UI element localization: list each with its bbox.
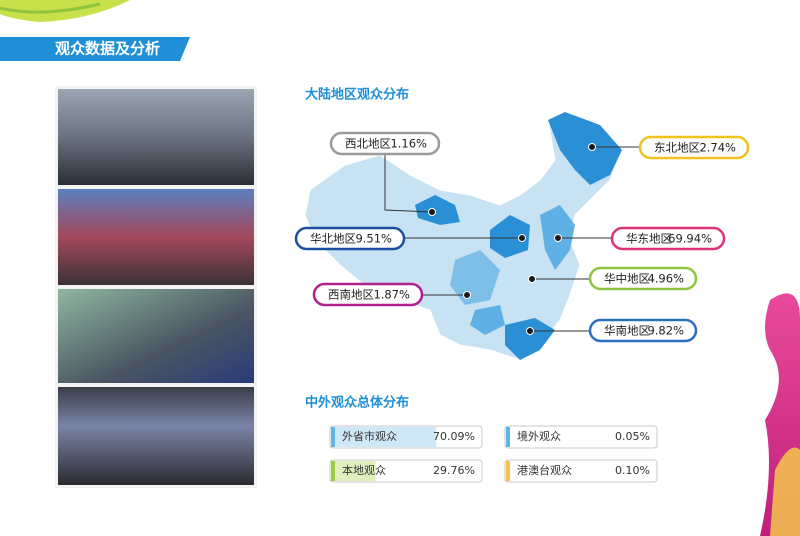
region-name: 西北地区	[345, 137, 391, 151]
splash-decoration	[770, 447, 800, 536]
item-value: 70.09%	[433, 430, 475, 443]
region-dot	[518, 234, 526, 242]
region-dot	[528, 275, 536, 283]
item-label: 本地观众	[342, 463, 386, 477]
region-name: 东北地区	[654, 141, 700, 155]
region-share: 2.74%	[699, 141, 736, 155]
item-label: 港澳台观众	[517, 463, 572, 477]
region-pill	[294, 226, 406, 251]
photo	[58, 387, 254, 485]
map-region	[415, 195, 460, 225]
map-region	[548, 112, 622, 185]
item-box	[504, 425, 658, 449]
region-dot	[463, 291, 471, 299]
region-pill	[610, 226, 726, 251]
region-pill	[588, 266, 698, 291]
item-value: 29.76%	[433, 464, 475, 477]
region-share: 9.82%	[647, 324, 684, 338]
region-share: 9.51%	[355, 232, 392, 246]
region-share: 4.96%	[647, 272, 684, 286]
region-pill	[588, 318, 698, 343]
map	[304, 111, 623, 361]
map-region	[505, 318, 555, 360]
photo	[58, 189, 254, 285]
watermark: 聚展	[699, 497, 752, 527]
section-title: 中外观众总体分布	[305, 395, 409, 411]
region-dot	[428, 208, 436, 216]
header-tab	[0, 37, 190, 61]
region-name: 华南地区	[604, 324, 650, 338]
item-box	[504, 459, 658, 483]
photo	[58, 89, 254, 185]
map-region	[490, 215, 530, 258]
region-pill	[329, 131, 441, 156]
item-bar	[331, 461, 376, 481]
region-share: 1.87%	[373, 288, 410, 302]
region-name: 华中地区	[604, 272, 650, 286]
item-value: 0.10%	[615, 464, 650, 477]
leader-line	[384, 155, 433, 213]
region-name: 华北地区	[310, 232, 356, 246]
region-name: 西南地区	[328, 288, 374, 302]
region-pill	[312, 282, 424, 307]
region-name: 华东地区	[626, 232, 672, 246]
item-label: 外省市观众	[342, 429, 397, 443]
region-pill	[638, 135, 750, 160]
map-region	[470, 305, 505, 335]
region-share: 69.94%	[668, 232, 712, 246]
map-region	[450, 250, 500, 305]
section-title: 大陆地区观众分布	[305, 87, 409, 103]
item-label: 境外观众	[517, 429, 561, 443]
region-share: 1.16%	[390, 137, 427, 151]
item-tab	[331, 461, 335, 481]
leaf-decoration	[0, 2, 101, 14]
item-tab	[506, 427, 510, 447]
item-value: 0.05%	[615, 430, 650, 443]
region-dot	[554, 234, 562, 242]
region-dot	[526, 327, 534, 335]
item-bar	[331, 427, 437, 447]
photo	[58, 289, 254, 383]
item-tab	[331, 427, 335, 447]
header-title: 观众数据及分析	[55, 40, 160, 58]
item-tab	[506, 461, 510, 481]
region-dot	[588, 143, 596, 151]
